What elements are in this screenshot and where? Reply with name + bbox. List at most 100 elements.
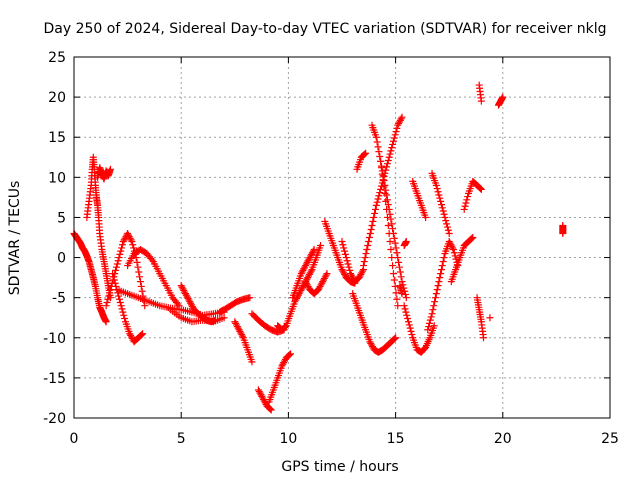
series-arc-a (102, 229, 149, 310)
data-point (118, 241, 126, 249)
data-point (431, 298, 439, 306)
data-point (261, 399, 269, 407)
data-point (266, 404, 274, 412)
data-point (112, 282, 120, 290)
data-point (374, 143, 382, 151)
data-point (435, 278, 443, 286)
data-point (305, 270, 313, 278)
data-point (402, 238, 410, 246)
data-point (285, 351, 293, 359)
data-point (348, 273, 356, 281)
data-point (460, 205, 468, 213)
data-point (461, 202, 469, 210)
data-point (303, 281, 311, 289)
data-point (346, 266, 354, 274)
data-point (344, 260, 352, 268)
data-point (341, 247, 349, 255)
data-point (106, 286, 114, 294)
data-point (301, 263, 309, 271)
data-point (117, 302, 125, 310)
data-point (357, 270, 365, 278)
data-point (302, 262, 310, 270)
data-point (359, 267, 367, 275)
data-point (392, 289, 400, 297)
data-point (115, 295, 123, 303)
data-point (281, 323, 289, 331)
series-arc-ac (475, 81, 485, 105)
y-tick-label: 10 (48, 170, 66, 186)
data-point (306, 254, 314, 262)
data-point (386, 210, 394, 218)
data-point (126, 234, 134, 242)
data-point (307, 267, 315, 275)
data-point (187, 299, 195, 307)
data-point (339, 241, 347, 249)
data-point (137, 331, 145, 339)
data-point (384, 201, 392, 209)
data-point (112, 266, 120, 274)
data-point (120, 311, 128, 319)
data-point (396, 268, 404, 276)
x-tick-label: 5 (177, 431, 186, 447)
data-point (444, 226, 452, 234)
data-point (246, 294, 254, 302)
data-point (445, 229, 453, 237)
data-point (281, 357, 289, 365)
data-point (387, 246, 395, 254)
data-point (345, 263, 353, 271)
data-point (402, 294, 410, 302)
data-point (118, 244, 126, 252)
data-point (358, 269, 366, 277)
data-point (486, 314, 494, 322)
data-point (390, 134, 398, 142)
data-point (232, 319, 240, 327)
data-point (341, 270, 349, 278)
data-point (114, 257, 122, 265)
data-point (387, 215, 395, 223)
series-arc-k (265, 350, 295, 406)
data-point (446, 239, 454, 247)
y-tick-label: 0 (57, 251, 66, 267)
y-axis-label: SDTVAR / TECUs (7, 181, 23, 296)
data-point (308, 249, 316, 257)
x-axis-label: GPS time / hours (281, 459, 398, 475)
data-point (365, 234, 373, 241)
data-point (448, 242, 456, 250)
data-point (381, 189, 389, 197)
data-point (426, 316, 434, 324)
data-point (298, 268, 306, 276)
data-point (129, 241, 137, 249)
data-point (174, 300, 182, 308)
data-point (477, 97, 485, 105)
data-point (125, 233, 133, 241)
chart-title: Day 250 of 2024, Sidereal Day-to-day VTE… (44, 21, 607, 37)
data-point (434, 282, 442, 290)
data-point (116, 250, 124, 258)
data-point (366, 338, 374, 346)
data-point (234, 324, 242, 332)
data-point (380, 177, 388, 185)
data-point (287, 350, 295, 358)
data-point (387, 147, 395, 155)
series-arc-q (349, 290, 400, 356)
data-point (305, 272, 313, 280)
data-point (317, 281, 325, 289)
data-point (359, 262, 367, 270)
data-point (394, 302, 402, 310)
data-point (371, 209, 379, 217)
data-point (393, 124, 401, 132)
data-point (383, 160, 391, 168)
series-arc-t (377, 157, 410, 302)
data-point (304, 274, 312, 282)
data-point (361, 150, 369, 158)
data-point (278, 362, 286, 370)
data-point (401, 305, 409, 313)
data-point (119, 238, 127, 246)
data-point (389, 270, 397, 278)
data-point (360, 258, 368, 266)
data-point (390, 335, 398, 343)
data-point (117, 247, 125, 255)
data-point (371, 205, 379, 213)
data-point (431, 294, 439, 302)
data-point (177, 282, 185, 290)
